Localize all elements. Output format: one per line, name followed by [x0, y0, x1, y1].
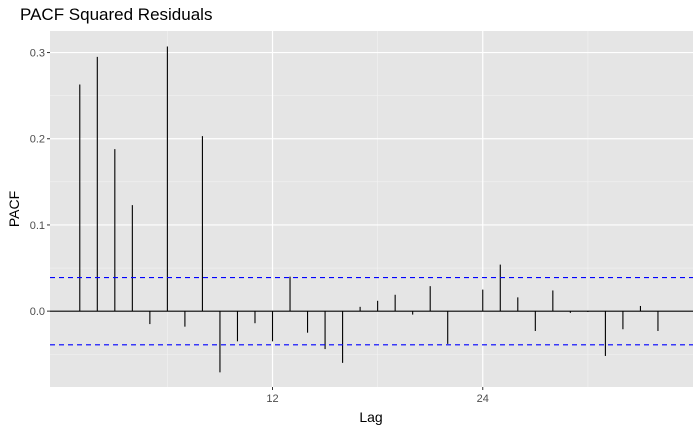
axis-ticks: 0.0 0.1 0.2 0.3 12 24 — [30, 48, 489, 405]
pacf-bars — [50, 46, 693, 373]
y-tick-label: 0.1 — [30, 220, 45, 232]
y-tick-label: 0.2 — [30, 134, 45, 146]
x-tick-label: 12 — [266, 393, 278, 405]
plot-panel — [50, 31, 693, 387]
x-axis-title: Lag — [359, 409, 382, 425]
y-tick-label: 0.3 — [30, 48, 45, 60]
y-tick-label: 0.0 — [30, 306, 45, 318]
confidence-bands — [50, 276, 693, 346]
y-axis-title: PACF — [6, 191, 22, 227]
x-tick-label: 24 — [477, 393, 489, 405]
chart-title: PACF Squared Residuals — [20, 5, 212, 24]
